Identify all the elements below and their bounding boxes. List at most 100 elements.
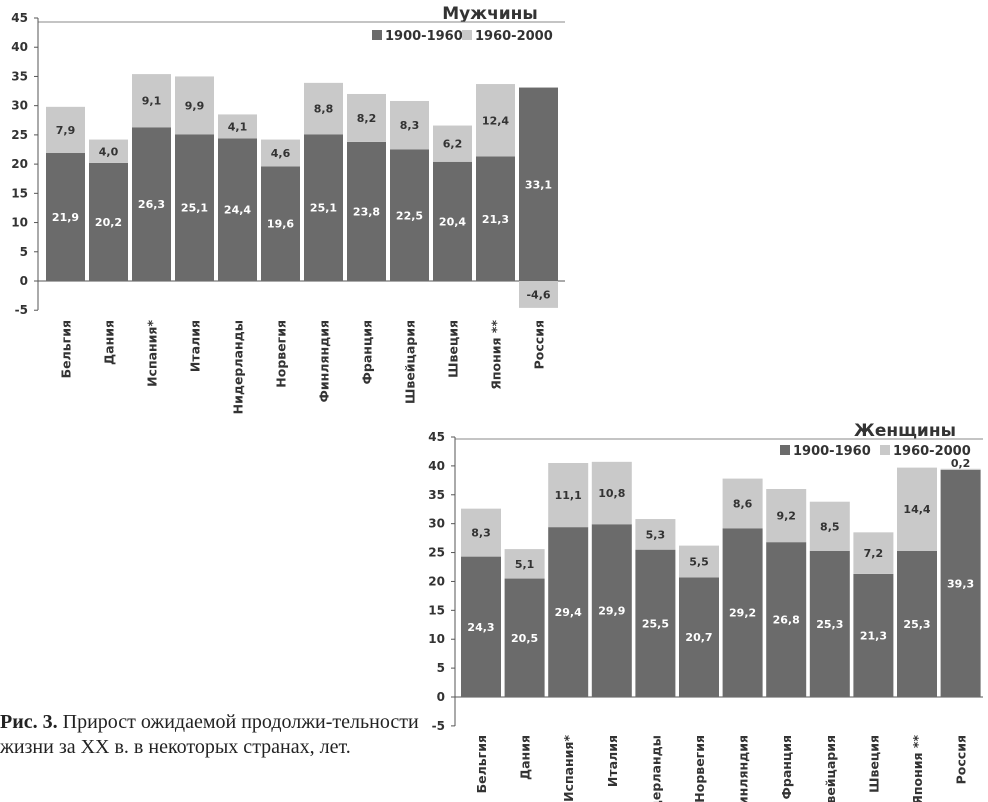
women-bar-1900-1960 bbox=[766, 542, 807, 697]
men-category-label: Япония ** bbox=[489, 320, 504, 390]
women-category-label: Швеция bbox=[866, 735, 881, 793]
men-category-label: Норвегия bbox=[274, 320, 289, 388]
women-y-tick-label: -5 bbox=[432, 719, 445, 733]
women-bar-1960-2000 bbox=[679, 545, 719, 578]
women-bar-1900-1960 bbox=[853, 573, 894, 697]
women-bar-1960-2000 bbox=[461, 508, 501, 557]
women-bar-1960-2000 bbox=[504, 549, 545, 579]
men-bar-1900-1960 bbox=[261, 166, 300, 281]
men-bar-1960-2000 bbox=[476, 84, 515, 157]
men-bar-1960-2000 bbox=[46, 106, 85, 154]
men-y-tick-label: 40 bbox=[11, 40, 28, 54]
men-bar-1900-1960 bbox=[46, 153, 85, 281]
women-bar-1900-1960 bbox=[722, 528, 763, 697]
women-bar-label-1960-2000: 5,1 bbox=[515, 558, 535, 571]
men-legend-label-1900-1960: 1900-1960 bbox=[385, 29, 463, 44]
men-y-tick-label: 10 bbox=[11, 216, 28, 230]
women-bar-1900-1960 bbox=[461, 556, 501, 697]
men-y-tick-label: 30 bbox=[11, 99, 28, 113]
men-bar-1900-1960 bbox=[347, 141, 386, 281]
women-bar-1960-2000 bbox=[766, 489, 807, 543]
men-bar-1900-1960 bbox=[519, 87, 558, 281]
women-y-tick-label: 20 bbox=[428, 574, 445, 588]
women-legend-label-1960-2000: 1960-2000 bbox=[893, 444, 971, 459]
men-y-tick-label: 15 bbox=[11, 186, 28, 200]
men-bar-1960-2000 bbox=[347, 93, 386, 142]
women-y-tick-label: 15 bbox=[428, 603, 445, 617]
men-bar-1900-1960 bbox=[132, 127, 171, 282]
men-y-tick-label: 25 bbox=[11, 128, 28, 142]
men-bar-label-1960-2000: 7,9 bbox=[56, 124, 76, 137]
women-chart-title: Женщины bbox=[854, 421, 956, 441]
women-y-tick-label: 30 bbox=[428, 517, 445, 531]
women-y-tick-label: 5 bbox=[437, 661, 445, 675]
men-bar-label-1900-1960: 33,1 bbox=[525, 178, 552, 191]
men-legend-swatch-1900-1960 bbox=[372, 30, 382, 40]
men-bar-label-1900-1960: 21,3 bbox=[482, 213, 509, 226]
women-bar-1960-2000 bbox=[635, 519, 676, 550]
men-bar-1900-1960 bbox=[304, 134, 343, 281]
men-bar-1900-1960 bbox=[89, 162, 128, 281]
men-bar-label-1900-1960: 24,4 bbox=[224, 204, 251, 217]
figure-caption: Рис. 3. Прирост ожидаемой продолжи-тельн… bbox=[0, 710, 420, 760]
men-bar-label-1960-2000: -4,6 bbox=[526, 288, 550, 301]
women-bar-label-1900-1960: 29,2 bbox=[729, 607, 756, 620]
women-bar-label-1900-1960: 25,5 bbox=[642, 617, 669, 630]
men-bar-label-1960-2000: 8,8 bbox=[314, 103, 334, 116]
women-bar-label-1900-1960: 29,9 bbox=[598, 605, 625, 618]
women-bar-label-1960-2000: 10,8 bbox=[598, 487, 625, 500]
caption-text: Прирост ожидаемой продолжи-тельности жиз… bbox=[0, 711, 419, 758]
women-bar-label-1900-1960: 25,3 bbox=[816, 618, 843, 631]
men-bar-label-1900-1960: 25,1 bbox=[181, 202, 208, 215]
women-bar-1900-1960 bbox=[940, 469, 981, 697]
women-category-label: Дания bbox=[518, 735, 533, 780]
women-bar-label-1900-1960: 20,5 bbox=[511, 632, 538, 645]
women-legend-swatch-1960-2000 bbox=[880, 445, 890, 455]
women-y-tick-label: 45 bbox=[428, 430, 445, 444]
women-bar-label-1900-1960: 25,3 bbox=[903, 618, 930, 631]
men-legend-label-1960-2000: 1960-2000 bbox=[475, 29, 553, 44]
men-category-label: Финляндия bbox=[317, 320, 332, 403]
women-bar-1900-1960 bbox=[504, 578, 545, 697]
women-bar-label-1960-2000: 5,3 bbox=[646, 528, 666, 541]
men-bar-1900-1960 bbox=[175, 134, 214, 281]
men-bar-label-1900-1960: 19,6 bbox=[267, 218, 294, 231]
men-bar-1960-2000 bbox=[175, 76, 214, 135]
women-category-label: Франция bbox=[779, 735, 794, 799]
women-category-label: Нидерланды bbox=[648, 735, 663, 802]
women-bar-1960-2000 bbox=[853, 532, 894, 574]
men-bar-1960-2000 bbox=[132, 74, 171, 128]
women-bar-label-1960-2000: 11,1 bbox=[555, 489, 582, 502]
men-bar-1960-2000 bbox=[218, 114, 257, 139]
women-category-label: Италия bbox=[605, 735, 620, 787]
women-bar-label-1900-1960: 29,4 bbox=[555, 606, 582, 619]
men-bar-1960-2000 bbox=[304, 82, 343, 135]
women-category-label: Россия bbox=[954, 735, 969, 784]
women-y-tick-label: 35 bbox=[428, 488, 445, 502]
men-bar-1900-1960 bbox=[476, 156, 515, 281]
men-category-label: Швейцария bbox=[403, 320, 418, 404]
women-bar-label-1960-2000: 0,2 bbox=[951, 457, 971, 470]
women-bar-label-1960-2000: 8,6 bbox=[733, 497, 753, 510]
women-bar-1900-1960 bbox=[591, 524, 632, 697]
women-bar-label-1900-1960: 26,8 bbox=[773, 614, 800, 627]
men-bar-1900-1960 bbox=[390, 149, 429, 281]
men-category-label: Россия bbox=[532, 320, 547, 369]
women-bar-1900-1960 bbox=[897, 550, 937, 697]
caption-label: Рис. 3. bbox=[0, 711, 58, 733]
men-y-tick-label: 0 bbox=[20, 274, 28, 288]
women-bar-1900-1960 bbox=[679, 577, 719, 697]
women-bar-1900-1960 bbox=[548, 527, 589, 697]
women-bar-1960-2000 bbox=[591, 461, 632, 525]
women-bar-1960-2000 bbox=[722, 478, 763, 529]
men-bar-label-1900-1960: 20,2 bbox=[95, 216, 122, 229]
women-bar-1960-2000 bbox=[897, 467, 937, 551]
men-bar-label-1960-2000: 4,1 bbox=[228, 120, 248, 133]
men-bar-label-1960-2000: 6,2 bbox=[443, 138, 463, 151]
men-category-label: Нидерланды bbox=[231, 320, 246, 414]
women-bar-label-1960-2000: 9,2 bbox=[776, 510, 796, 523]
women-category-label: Испания* bbox=[561, 735, 576, 802]
men-bar-1960-2000 bbox=[261, 139, 300, 167]
men-legend-swatch-1960-2000 bbox=[462, 30, 472, 40]
